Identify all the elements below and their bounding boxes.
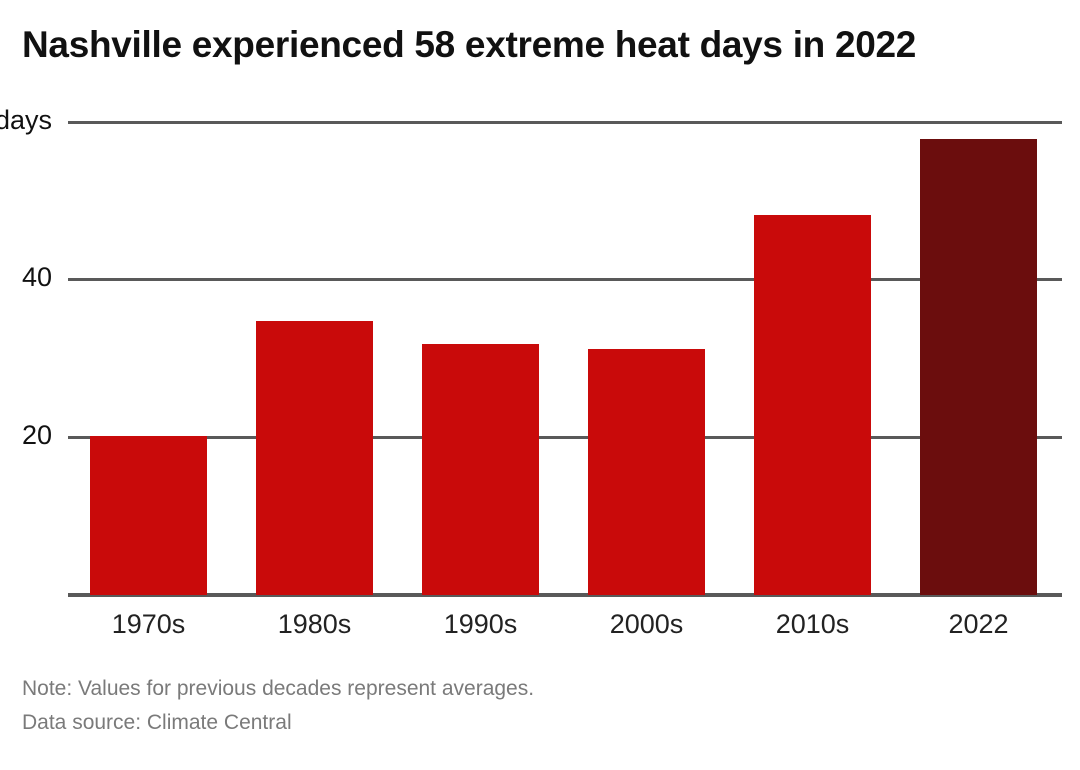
gridline: [68, 278, 1062, 281]
y-axis-tick-label: 40: [21, 262, 52, 292]
axis-baseline: [68, 593, 1062, 597]
gridline: [68, 436, 1062, 439]
y-axis-tick-label: 20: [21, 420, 52, 450]
gridline: [68, 121, 1062, 124]
plot-area: 60 days 40 20 1970s 1980s 1990s 2000s 2010s 202…: [0, 105, 1062, 639]
footer-note: Note: Values for previous decades repres…: [22, 677, 535, 700]
x-axis-tick-label: 2000s: [609, 609, 684, 639]
bar-2022[interactable]: [920, 139, 1037, 595]
x-axis-tick-label: 2010s: [775, 609, 850, 639]
gridlines: [68, 121, 1062, 597]
bar-1990s[interactable]: [422, 344, 539, 595]
y-axis-tick-label: 60 days: [0, 105, 52, 135]
footer-source: Data source: Climate Central: [22, 711, 292, 734]
bar-1980s[interactable]: [256, 321, 373, 595]
x-axis-tick-label: 2022: [948, 609, 1009, 639]
chart-footer: Note: Values for previous decades repres…: [22, 672, 1062, 740]
bars: [90, 139, 1037, 595]
chart-title: Nashville experienced 58 extreme heat da…: [22, 24, 917, 65]
bar-2000s[interactable]: [588, 349, 705, 595]
x-axis-tick-label: 1970s: [111, 609, 186, 639]
bar-1970s[interactable]: [90, 436, 207, 595]
x-axis-tick-label: 1990s: [443, 609, 518, 639]
x-axis-tick-label: 1980s: [277, 609, 352, 639]
bar-2010s[interactable]: [754, 215, 871, 595]
